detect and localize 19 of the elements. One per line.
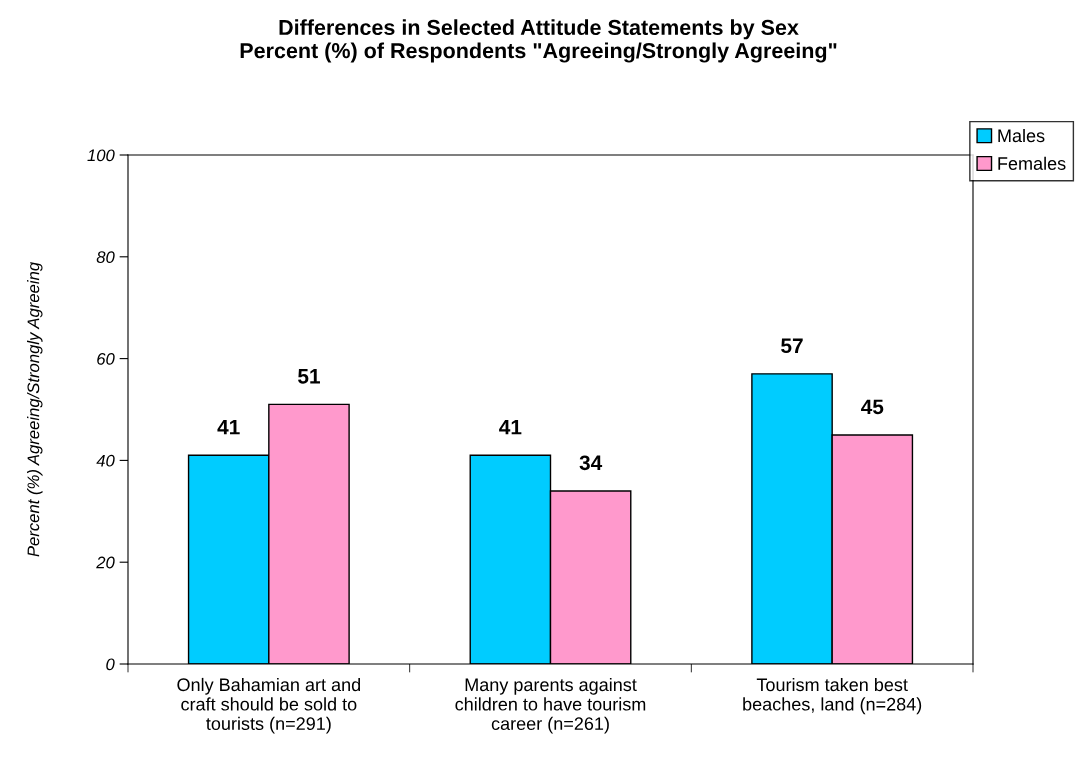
data-label: 51 (298, 369, 320, 384)
chart-title: Differences in Selected Attitude Statements by Sex Percent (%) of Respondents "Agreeing/Strongly Agreeing" (240, 19, 837, 63)
y-axis-title: Percent (%) Agreeing/Strongly Agreeing (27, 262, 43, 557)
legend-label: Males (998, 128, 1045, 143)
y-tick-label: 40 (96, 454, 115, 467)
x-tick-label: Many parents against children to have tourism career (n=261) (455, 677, 646, 734)
data-label: 41 (217, 419, 240, 435)
data-label: 57 (781, 338, 803, 354)
y-tick-label: 0 (106, 658, 115, 671)
y-tick-label: 100 (87, 149, 115, 162)
legend-label: Females (998, 156, 1066, 170)
data-label: 45 (861, 399, 884, 415)
data-label: 34 (579, 455, 603, 471)
y-tick-label: 80 (96, 251, 115, 263)
data-label: 41 (499, 419, 522, 435)
y-tick-label: 20 (96, 556, 115, 569)
x-tick-label: Tourism taken best beaches, land (n=284) (743, 677, 922, 715)
y-tick-label: 60 (97, 353, 115, 365)
x-tick-label: Only Bahamian art and craft should be sold to tourists (n=291) (177, 677, 361, 734)
